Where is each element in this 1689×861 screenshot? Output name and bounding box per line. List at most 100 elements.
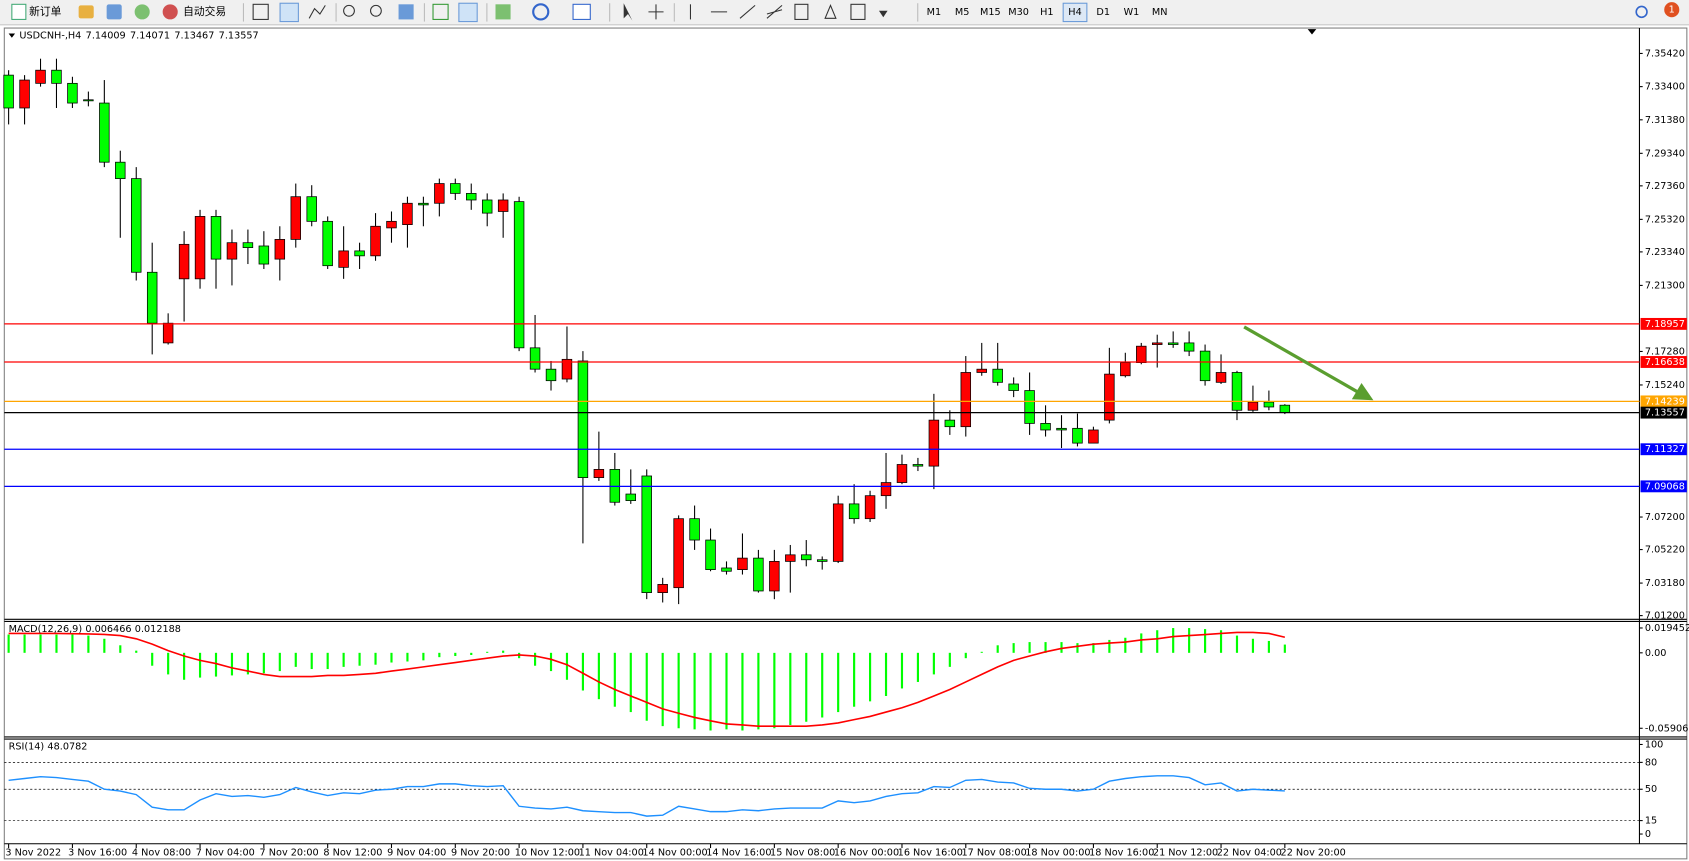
candle-body (83, 99, 94, 102)
candle-body (737, 557, 748, 570)
rsi-line (8, 775, 1285, 817)
y-tick-label: 7.01200 (1645, 611, 1685, 622)
candle-body (497, 199, 509, 212)
candle-chart-button[interactable] (279, 2, 299, 23)
candle-body (35, 69, 46, 84)
indicators-button[interactable] (495, 4, 511, 20)
candle-body (1215, 372, 1227, 383)
text-button[interactable] (824, 3, 837, 19)
candle-body (450, 183, 461, 194)
chart-shift-marker (1307, 29, 1317, 35)
candle-body (721, 567, 732, 572)
candle-body (322, 220, 333, 267)
timeframe-button[interactable]: H4 (1068, 7, 1081, 18)
timeframe-button[interactable]: M30 (1008, 7, 1029, 18)
candle-body (1183, 342, 1195, 352)
auto-trading-icon (162, 4, 178, 20)
line-chart-button[interactable] (308, 5, 326, 19)
candle-body (529, 347, 541, 370)
candle-body (274, 239, 286, 260)
chart-shift-button[interactable] (458, 2, 478, 23)
candle-body (115, 161, 126, 180)
timeframe-button[interactable]: M15 (980, 7, 1001, 18)
candle-body (466, 193, 477, 201)
x-tick-label: 17 Nov 08:00 (961, 847, 1026, 858)
auto-trading-button[interactable]: 自动交易 (162, 4, 226, 20)
channel-button[interactable] (766, 4, 783, 19)
toolbar: 新订单 自动交易 M1 M5 (0, 0, 1689, 26)
timeframe-button[interactable]: D1 (1096, 7, 1110, 18)
candle-body (832, 503, 844, 562)
periods-button[interactable] (532, 3, 550, 21)
autoscroll-button[interactable] (432, 3, 449, 20)
crosshair-button[interactable] (648, 4, 664, 20)
y-tick-label: 7.25320 (1645, 214, 1685, 225)
x-tick-label: 18 Nov 16:00 (1089, 847, 1154, 858)
x-tick-label: 22 Nov 20:00 (1281, 847, 1346, 858)
y-tick-label: 7.03180 (1645, 578, 1685, 589)
y-tick-label: 7.29340 (1645, 148, 1685, 159)
candle-body (1167, 342, 1179, 345)
new-order-button[interactable]: 新订单 (11, 3, 62, 20)
candle-body (912, 464, 924, 467)
rsi-tick-label: 100 (1645, 739, 1663, 750)
candle-body (1199, 350, 1211, 382)
rsi-title: RSI(14) (9, 742, 45, 753)
candle-body (1263, 401, 1275, 408)
candle-body (513, 201, 525, 349)
candle-body (258, 245, 270, 265)
x-tick-label: 15 Nov 08:00 (770, 847, 835, 858)
zoom-out-button[interactable] (370, 4, 382, 17)
rsi-value: 48.0782 (47, 742, 87, 753)
candle-body (162, 322, 174, 344)
fibo-button[interactable] (794, 3, 809, 20)
y-tick-label: 7.33400 (1645, 82, 1685, 93)
y-tick-label: 7.15240 (1645, 380, 1685, 391)
symbol: USDCNH-,H4 (19, 31, 81, 42)
timeframe-button[interactable]: MN (1152, 7, 1168, 18)
candle-body (354, 250, 365, 257)
open: 7.14009 (86, 31, 126, 42)
templates-button[interactable] (572, 3, 591, 20)
icon-button[interactable] (78, 5, 94, 19)
notification-badge[interactable] (1664, 2, 1680, 18)
low: 7.13467 (174, 31, 214, 42)
rsi-tick-label: 80 (1645, 757, 1657, 768)
cursor-button[interactable] (623, 3, 633, 21)
bar-chart-button[interactable] (252, 3, 269, 20)
timeframe-button[interactable]: M5 (955, 7, 970, 18)
candle-body (976, 368, 987, 373)
x-tick-label: 9 Nov 20:00 (451, 847, 510, 858)
candle-body (1056, 427, 1067, 431)
timeframe-button[interactable]: M1 (927, 7, 942, 18)
candle-body (131, 178, 142, 273)
candle-body (146, 271, 158, 324)
level-line-label-bg (1640, 480, 1687, 493)
trendline-button[interactable] (739, 4, 756, 19)
candle-body (880, 482, 892, 497)
x-tick-label: 3 Nov 16:00 (68, 847, 127, 858)
candle-body (545, 368, 557, 382)
x-tick-label: 18 Nov 00:00 (1025, 847, 1090, 858)
candle-body (402, 202, 413, 226)
candle-body (816, 559, 828, 562)
search-button[interactable] (1635, 5, 1648, 19)
macd-tick-label: 0.019452 (1645, 623, 1689, 634)
arrow-annotation (1243, 325, 1374, 401)
candle-body (434, 183, 445, 204)
candle-body (51, 69, 62, 84)
notification-count: 1 (1669, 5, 1675, 16)
candle-body (19, 79, 30, 109)
candle-body (306, 196, 317, 222)
timeframe-button[interactable]: W1 (1124, 7, 1140, 18)
label-button[interactable] (850, 3, 866, 20)
shapes-button[interactable] (878, 10, 888, 18)
x-tick-label: 16 Nov 00:00 (834, 847, 899, 858)
icon-button[interactable] (134, 4, 150, 20)
zoom-in-button[interactable] (343, 4, 355, 17)
icon-button[interactable] (106, 4, 122, 20)
timeframe-button[interactable]: H1 (1040, 7, 1053, 18)
tile-button[interactable] (398, 4, 414, 20)
level-line-label: 7.18957 (1645, 319, 1685, 330)
